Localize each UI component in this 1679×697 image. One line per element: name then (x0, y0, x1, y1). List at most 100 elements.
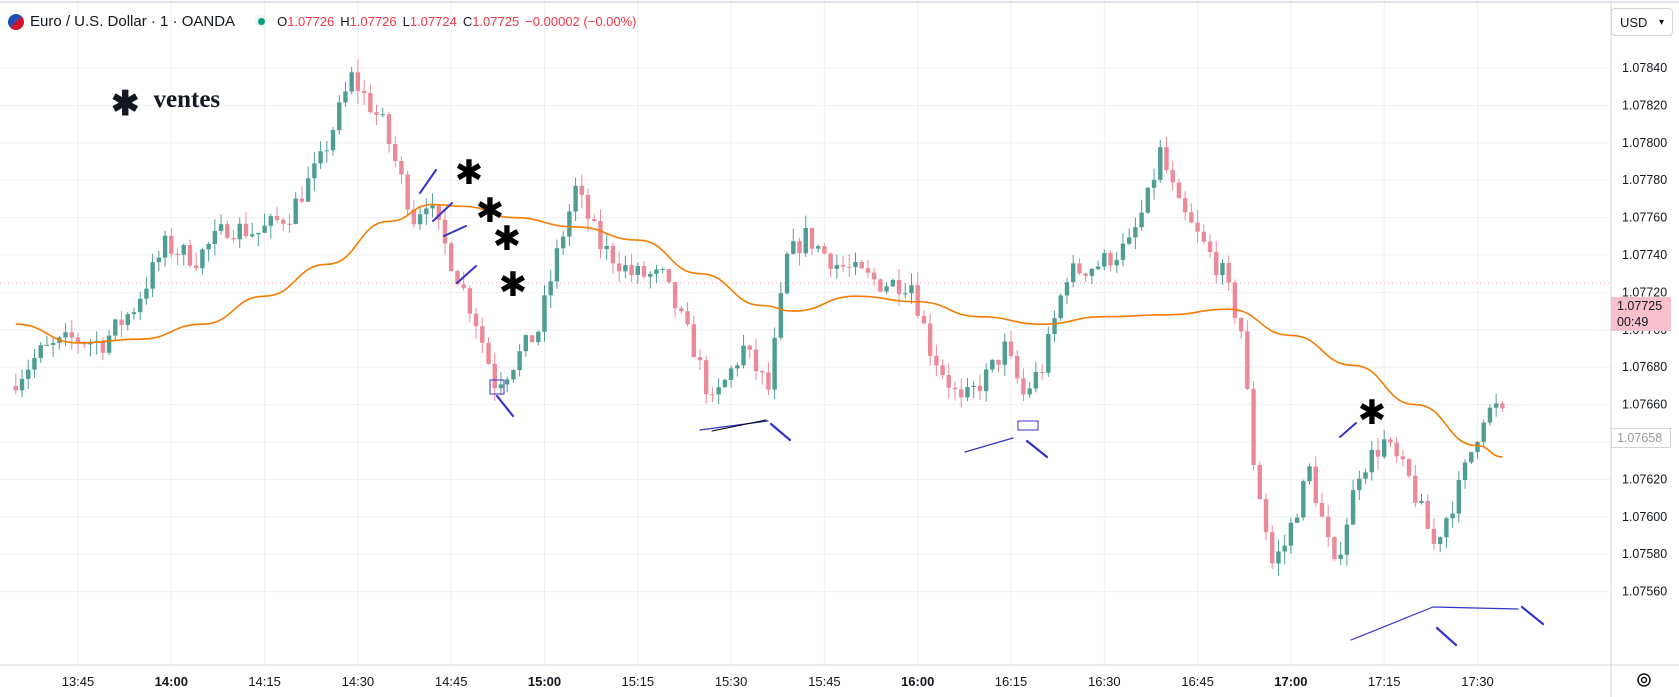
time-tick-label: 16:15 (995, 674, 1028, 689)
trend-line-drawing (1350, 606, 1434, 641)
user-drawings[interactable]: ✱✱✱✱✱ (419, 153, 1545, 647)
candle-body (1182, 198, 1188, 213)
time-axis-labels: 13:45 14:00 14:15 14:30 14:45 15:00 15:15 15:30… (62, 674, 1494, 689)
currency-label: USD (1620, 14, 1648, 30)
candle-body (1102, 252, 1107, 267)
candle-body (1207, 241, 1213, 253)
candle-body (766, 372, 771, 390)
trend-line-drawing (419, 169, 437, 194)
time-tick-label: 14:45 (435, 674, 468, 689)
candle-body (144, 288, 149, 299)
chevron-down-icon: ▾ (1658, 16, 1664, 28)
candle-body (473, 313, 479, 327)
candle-body (1500, 403, 1505, 409)
candle-body (1350, 490, 1356, 525)
candle-body (287, 223, 292, 225)
candle-body (1388, 439, 1393, 443)
candle-body (871, 272, 877, 280)
candle-body (1263, 499, 1269, 533)
candle-body (411, 209, 417, 225)
candle-body (710, 394, 715, 396)
candle-body (784, 253, 790, 294)
candle-body (1301, 481, 1306, 518)
candle-body (996, 359, 1001, 365)
candle-body (312, 163, 317, 179)
candle-body (834, 265, 840, 269)
candle-body (529, 335, 535, 343)
candle-body (1282, 545, 1287, 552)
candle-body (324, 150, 329, 152)
time-tick-label: 13:45 (62, 674, 95, 689)
candlestick-series[interactable] (13, 59, 1505, 576)
candle-body (1027, 388, 1032, 395)
candle-body (959, 389, 964, 398)
rectangle-drawing (1017, 420, 1039, 431)
price-tick-label: 1.07820 (1622, 98, 1667, 112)
candle-body (131, 312, 137, 315)
moving-average-line (15, 203, 1503, 458)
candle-body (728, 368, 734, 380)
candle-body (1307, 466, 1312, 482)
symbol-title[interactable]: Euro / U.S. Dollar · 1 · OANDA (30, 12, 236, 30)
candle-body (455, 270, 460, 285)
candle-body (604, 245, 609, 250)
candle-body (1456, 480, 1462, 514)
candle-body (498, 384, 504, 389)
chart-legend-header: Euro / U.S. Dollar · 1 · OANDA O 1.07726 … (8, 9, 637, 33)
candle-body (1120, 243, 1126, 260)
trend-line-drawing (443, 225, 467, 237)
candle-body (343, 91, 348, 103)
candle-body (1126, 237, 1132, 244)
candle-body (921, 315, 927, 324)
candle-body (1176, 182, 1182, 199)
candle-body (293, 198, 298, 224)
candle-body (467, 288, 473, 314)
candle-body (629, 265, 634, 275)
time-tick-label: 14:00 (155, 674, 188, 689)
time-tick-label: 17:15 (1368, 674, 1401, 689)
candle-body (193, 265, 199, 269)
sell-legend-note: ✱ ventes (111, 80, 220, 123)
candle-body (88, 342, 93, 345)
candle-body (1220, 263, 1225, 276)
price-tick-label: 1.07620 (1622, 472, 1667, 486)
candle-body (1232, 282, 1238, 318)
candle-body (256, 232, 261, 235)
trend-line-drawing (1435, 626, 1458, 647)
trend-line-drawing (1339, 422, 1357, 438)
candle-body (231, 237, 236, 240)
candle-body (113, 319, 118, 336)
candle-body (1406, 459, 1412, 476)
candle-body (1400, 456, 1406, 460)
low-value: 1.07724 (409, 13, 457, 29)
euro-flag-icon (8, 14, 24, 30)
candle-body (486, 342, 491, 364)
candle-body (504, 379, 510, 385)
price-tick-label: 1.07800 (1622, 136, 1667, 150)
candle-body (449, 243, 454, 271)
price-tick-label: 1.07780 (1622, 173, 1667, 187)
candle-body (1369, 449, 1374, 473)
candle-body (548, 281, 553, 296)
chart-settings-button[interactable] (1632, 668, 1656, 692)
candle-body (218, 224, 224, 232)
candle-body (542, 295, 547, 332)
time-tick-label: 15:30 (715, 674, 748, 689)
candle-body (1450, 513, 1455, 519)
price-tick-label: 1.07840 (1622, 61, 1667, 75)
candle-body (32, 358, 37, 370)
close-label: C (462, 13, 473, 29)
candle-body (623, 265, 628, 272)
candle-body (225, 224, 230, 238)
candle-body (399, 161, 404, 175)
candle-body (1195, 222, 1200, 232)
candle-body (1357, 478, 1362, 491)
candle-body (1015, 355, 1020, 379)
sell-asterisk-marker: ✱ (455, 153, 484, 193)
price-tick-label: 1.07600 (1622, 510, 1667, 524)
trend-line-drawing (1432, 606, 1519, 610)
candle-body (138, 298, 143, 313)
candle-body (990, 359, 995, 370)
currency-dropdown[interactable]: USD ▾ (1611, 8, 1673, 36)
